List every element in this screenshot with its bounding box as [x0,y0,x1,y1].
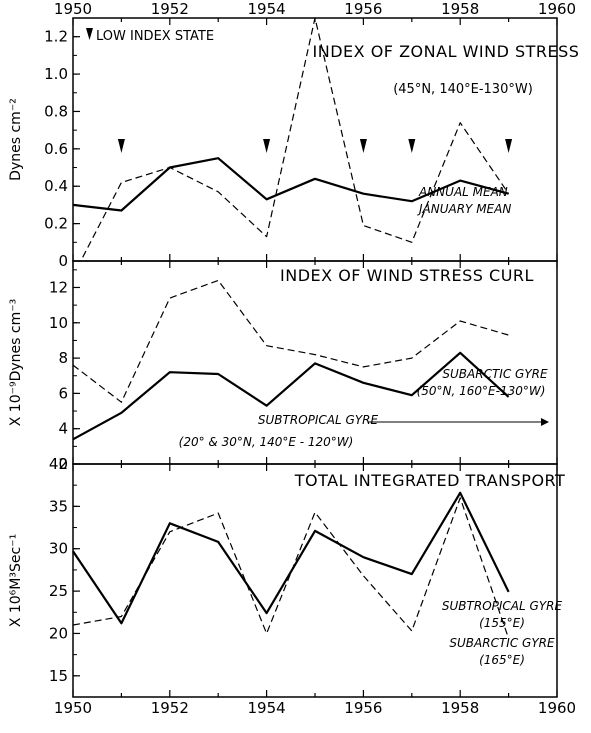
series-line-january-mean [82,17,510,258]
y-tick-label: 1.0 [44,65,68,83]
y-tick-label: 0.2 [44,215,68,233]
series-line-subtropical-gyre [72,491,510,625]
series-label-subtropical-gyre: SUBTROPICAL GYRE [258,413,379,427]
series-line-annual-mean [72,157,509,212]
series-label-subarctic-gyre: SUBARCTIC GYRE [449,636,555,650]
y-tick-label: 40 [49,455,68,473]
y-tick-label: 20 [49,624,68,642]
series-detail-subarctic-gyre: (165°E) [479,653,525,667]
y-tick-label: 1.2 [44,28,68,46]
x-tick-label: 1954 [248,0,286,18]
chart-title: INDEX OF ZONAL WIND STRESS [313,42,580,61]
series-line-subtropical-gyre [72,351,510,441]
y-tick-label: 0.6 [44,140,68,158]
y-tick-label: 2 [58,455,68,473]
low-index-marker [263,139,271,153]
low-index-marker [408,139,416,153]
y-tick-label: 4 [58,420,68,438]
series-detail-subarctic-gyre: (50°N, 160°E-130°W) [417,384,546,398]
low-index-marker [117,139,125,153]
y-axis-label: Dynes cm⁻² [8,98,24,181]
low-index-legend-label: LOW INDEX STATE [96,29,214,44]
series-label-annual-mean: ANNUAL MEAN [418,185,508,199]
y-tick-label: 0.4 [44,177,68,195]
y-axis-label: X 10⁻⁹Dynes cm⁻³ [8,299,24,427]
y-tick-label: 12 [49,278,68,296]
y-tick-label: 0.8 [44,102,68,120]
x-tick-label: 1952 [151,0,189,18]
x-tick-label: 1950 [54,0,92,18]
leader-arrow-icon [541,418,549,426]
panel-total-integrated-transport: 1950 1952 1954 1956 1958 1960 15 20 25 30 35 40 X 10… [8,455,576,717]
series-detail-subtropical-gyre: (155°E) [479,616,525,630]
y-tick-label: 0 [58,252,68,270]
panel-zonal-wind-stress: 1950 1952 1954 1956 1958 1960 0 0.2 0.4 0.6 0.8 1.0… [8,0,579,270]
series-label-subarctic-gyre: SUBARCTIC GYRE [442,367,548,381]
y-tick-label: 25 [49,582,68,600]
x-tick-label: 1950 [54,699,92,717]
y-tick-label: 10 [49,314,68,332]
x-tick-label: 1952 [151,699,189,717]
series-label-subtropical-gyre: SUBTROPICAL GYRE [442,599,563,613]
x-tick-label: 1956 [344,699,382,717]
low-index-marker [359,139,367,153]
y-tick-label: 30 [49,540,68,558]
series-line-subarctic-gyre [72,497,510,639]
y-tick-label: 6 [58,384,68,402]
x-tick-label: 1960 [538,0,576,18]
x-tick-label: 1960 [538,699,576,717]
low-index-marker-icon [86,28,93,40]
x-tick-label: 1954 [248,699,286,717]
series-label-january-mean: JANUARY MEAN [417,202,511,216]
chart-subtitle: (45°N, 140°E-130°W) [393,82,533,97]
chart-title: TOTAL INTEGRATED TRANSPORT [294,471,566,490]
series-detail-subtropical-gyre: (20° & 30°N, 140°E - 120°W) [179,435,354,449]
y-tick-label: 8 [58,349,68,367]
panel-wind-stress-curl: 2 4 6 8 10 12 X 10⁻⁹Dynes cm⁻³ INDEX OF WIND ST… [8,260,558,473]
y-tick-label: 35 [49,497,68,515]
low-index-marker [505,139,513,153]
x-tick-label: 1958 [441,0,479,18]
y-tick-label: 15 [49,667,68,685]
x-tick-label: 1958 [441,699,479,717]
y-axis-label: X 10⁶M³Sec⁻¹ [8,534,24,627]
series-line-subarctic-gyre [72,279,509,403]
chart-title: INDEX OF WIND STRESS CURL [280,266,534,285]
x-tick-label: 1956 [344,0,382,18]
